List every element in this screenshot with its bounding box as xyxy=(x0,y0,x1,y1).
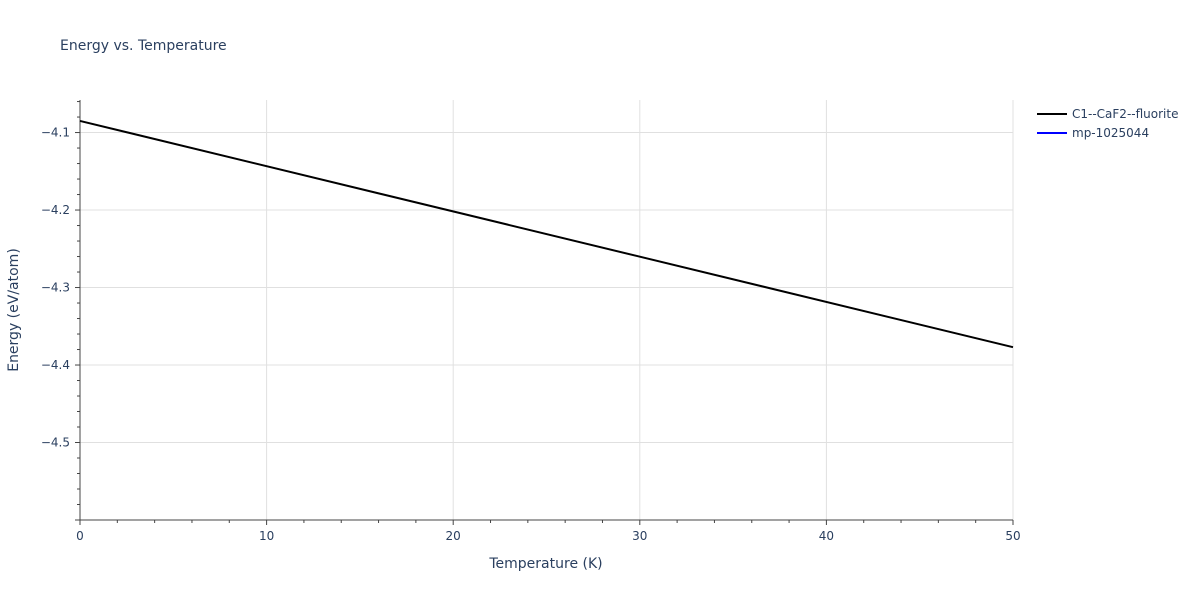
legend[interactable]: C1--CaF2--fluorite mp-1025044 xyxy=(1037,107,1178,140)
x-tick-label: 30 xyxy=(632,529,647,543)
y-axis-title: Energy (eV/atom) xyxy=(6,248,22,372)
legend-label: C1--CaF2--fluorite xyxy=(1072,107,1178,121)
y-tick-label: −4.5 xyxy=(41,436,70,450)
x-tick-label: 20 xyxy=(446,529,461,543)
x-tick-label: 10 xyxy=(259,529,274,543)
x-tick-label: 0 xyxy=(76,529,84,543)
y-tick-label: −4.3 xyxy=(41,281,70,295)
axes: 0 10 20 30 40 50 −4.1 −4.2 −4.3 −4.4 −4.5 xyxy=(41,100,1021,543)
plot-area xyxy=(79,119,1014,349)
x-axis-title: Temperature (K) xyxy=(488,556,602,572)
y-tick-label: −4.2 xyxy=(41,203,70,217)
legend-label: mp-1025044 xyxy=(1072,126,1149,140)
y-tick-label: −4.4 xyxy=(41,358,70,372)
legend-item[interactable]: C1--CaF2--fluorite xyxy=(1037,107,1178,121)
grid xyxy=(80,100,1014,520)
x-tick-label: 40 xyxy=(819,529,834,543)
chart-title: Energy vs. Temperature xyxy=(60,38,227,54)
x-tick-label: 50 xyxy=(1005,529,1020,543)
series-line-0 xyxy=(79,119,1014,349)
legend-item[interactable]: mp-1025044 xyxy=(1037,126,1149,140)
y-tick-label: −4.1 xyxy=(41,126,70,140)
